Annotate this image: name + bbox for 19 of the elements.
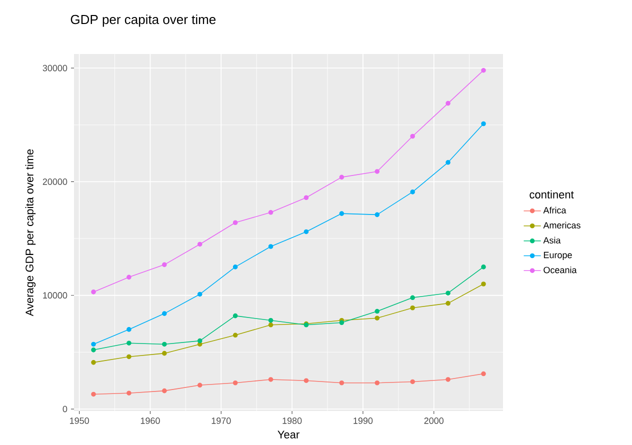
legend-label: Africa bbox=[543, 206, 566, 214]
x-axis-title: Year bbox=[278, 430, 300, 438]
legend-label: Asia bbox=[543, 236, 561, 244]
legend-label: Europe bbox=[544, 252, 572, 260]
y-axis-title: Average GDP per capita over time bbox=[25, 149, 36, 316]
x-tick-label: 1960 bbox=[140, 418, 160, 424]
chart-title: GDP per capita over time bbox=[70, 14, 216, 27]
legend-label: Oceania bbox=[544, 266, 577, 274]
y-tick-label: 30000 bbox=[42, 64, 68, 72]
y-tick-label: 0 bbox=[62, 406, 68, 412]
x-tick-label: 1950 bbox=[70, 418, 89, 424]
x-tick-label: 1980 bbox=[282, 418, 302, 424]
y-tick-label: 20000 bbox=[42, 178, 68, 185]
legend-title: continent bbox=[530, 190, 574, 198]
x-tick-label: 1970 bbox=[212, 418, 231, 424]
x-tick-label: 1990 bbox=[354, 418, 373, 424]
legend-label: Americas bbox=[543, 222, 580, 228]
y-tick-label: 10000 bbox=[43, 292, 68, 299]
x-tick-label: 2000 bbox=[424, 418, 444, 424]
